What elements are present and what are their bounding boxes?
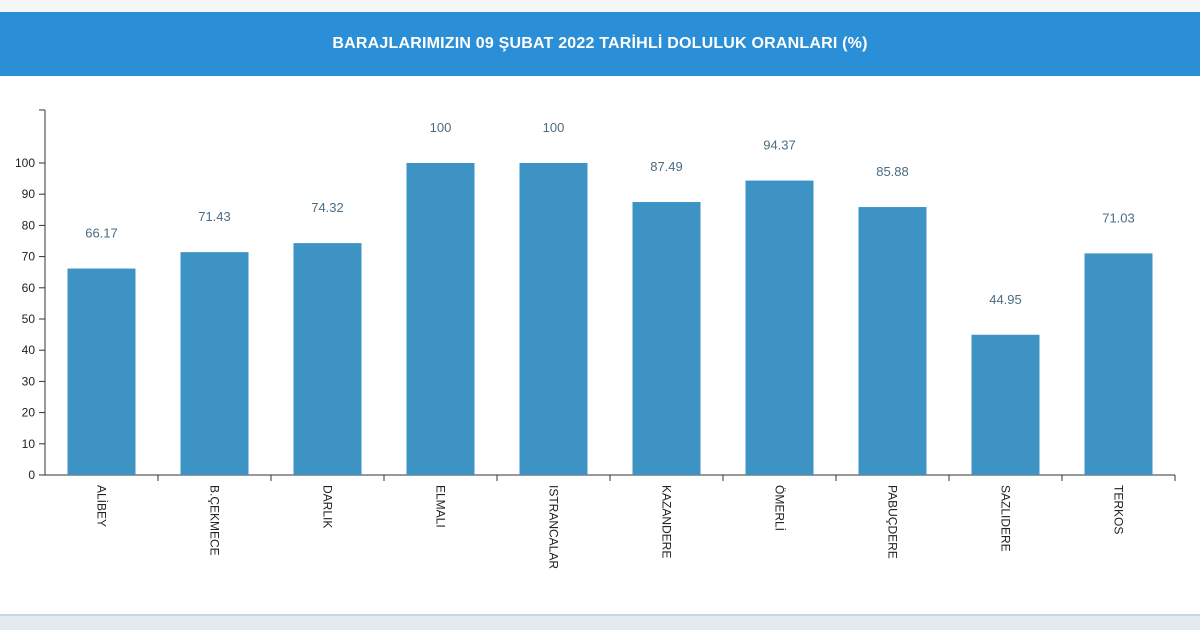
data-label: 74.32 <box>311 200 344 215</box>
data-label: 71.43 <box>198 209 231 224</box>
bar <box>632 202 701 475</box>
data-label: 87.49 <box>650 159 683 174</box>
bar <box>406 163 475 475</box>
y-tick-label: 10 <box>22 437 36 451</box>
x-tick-label: TERKOS <box>1112 485 1126 534</box>
y-tick-label: 50 <box>22 312 36 326</box>
bar <box>1084 253 1153 475</box>
y-tick-label: 30 <box>22 374 36 388</box>
x-tick-label: B.ÇEKMECE <box>208 485 222 556</box>
top-strip <box>0 0 1200 12</box>
data-label: 85.88 <box>876 164 909 179</box>
bar <box>293 243 362 475</box>
y-tick-label: 100 <box>15 156 35 170</box>
data-label: 71.03 <box>1102 210 1135 225</box>
bar <box>858 207 927 476</box>
x-tick-label: ISTRANCALAR <box>547 485 561 569</box>
data-label: 100 <box>543 120 565 135</box>
bar <box>519 163 588 475</box>
bar <box>67 268 136 475</box>
y-tick-label: 90 <box>22 187 36 201</box>
chart-title: BARAJLARIMIZIN 09 ŞUBAT 2022 TARİHLİ DOL… <box>332 35 868 52</box>
data-label: 44.95 <box>989 292 1022 307</box>
y-tick-label: 70 <box>22 250 36 264</box>
x-tick-label: SAZLIDERE <box>999 485 1013 552</box>
bar-chart: 0 10 20 30 40 50 60 70 80 90 100 66.17 ALİBEY 71.43 B.… <box>15 109 1176 569</box>
x-tick-label: PABUÇDERE <box>886 485 900 559</box>
bar <box>745 180 814 475</box>
y-tick-label: 60 <box>22 281 36 295</box>
x-tick-label: ELMALI <box>434 485 448 528</box>
x-tick-label: DARLIK <box>321 485 335 528</box>
y-tick-label: 80 <box>22 218 36 232</box>
x-tick-label: KAZANDERE <box>660 485 674 558</box>
data-label: 94.37 <box>763 138 796 153</box>
bar <box>971 334 1040 475</box>
data-label: 100 <box>430 120 452 135</box>
bottom-strip <box>0 614 1200 630</box>
y-tick-label: 20 <box>22 406 36 420</box>
x-tick-label: ÖMERLİ <box>773 485 787 531</box>
y-tick-label: 40 <box>22 343 36 357</box>
x-tick-label: ALİBEY <box>95 485 109 527</box>
title-bar: BARAJLARIMIZIN 09 ŞUBAT 2022 TARİHLİ DOL… <box>0 12 1200 76</box>
data-label: 66.17 <box>85 226 118 241</box>
y-tick-label: 0 <box>28 468 35 482</box>
bar <box>180 252 249 475</box>
